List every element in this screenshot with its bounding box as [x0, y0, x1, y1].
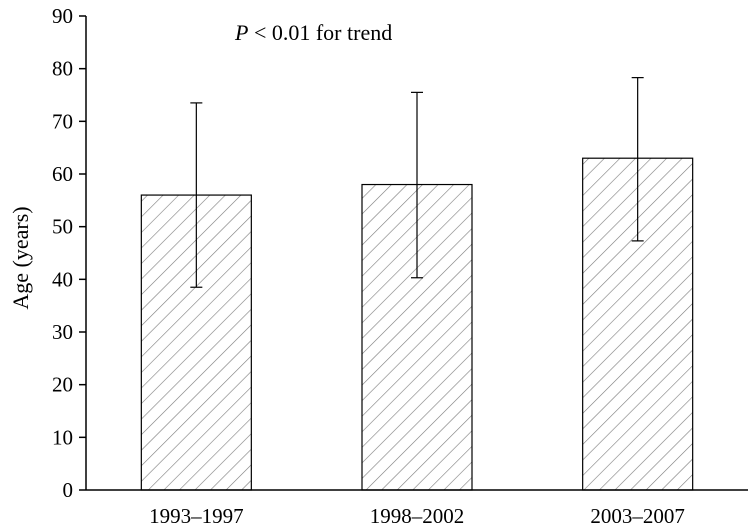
- y-tick-label: 20: [52, 373, 73, 397]
- y-tick-label: 40: [52, 267, 73, 291]
- annotation-p: P: [234, 20, 248, 45]
- y-tick-label: 30: [52, 320, 73, 344]
- error-bars-layer: [190, 77, 644, 288]
- annotation-rest: < 0.01 for trend: [248, 20, 392, 45]
- y-tick-label: 10: [52, 425, 73, 449]
- y-ticks-layer: 0 10 20 30 40 50 60 70 80 90: [52, 4, 86, 502]
- trend-annotation: P < 0.01 for trend: [234, 20, 392, 45]
- y-tick-label: 0: [63, 478, 74, 502]
- y-tick-label: 90: [52, 4, 73, 28]
- x-category-label: 2003–2007: [590, 504, 685, 528]
- y-axis-title: Age (years): [8, 206, 33, 309]
- y-tick-label: 50: [52, 215, 73, 239]
- category-labels-layer: 1993–1997 1998–2002 2003–2007: [149, 504, 685, 528]
- y-tick-label: 70: [52, 109, 73, 133]
- x-category-label: 1998–2002: [370, 504, 465, 528]
- y-tick-label: 60: [52, 162, 73, 186]
- x-category-label: 1993–1997: [149, 504, 244, 528]
- y-tick-label: 80: [52, 57, 73, 81]
